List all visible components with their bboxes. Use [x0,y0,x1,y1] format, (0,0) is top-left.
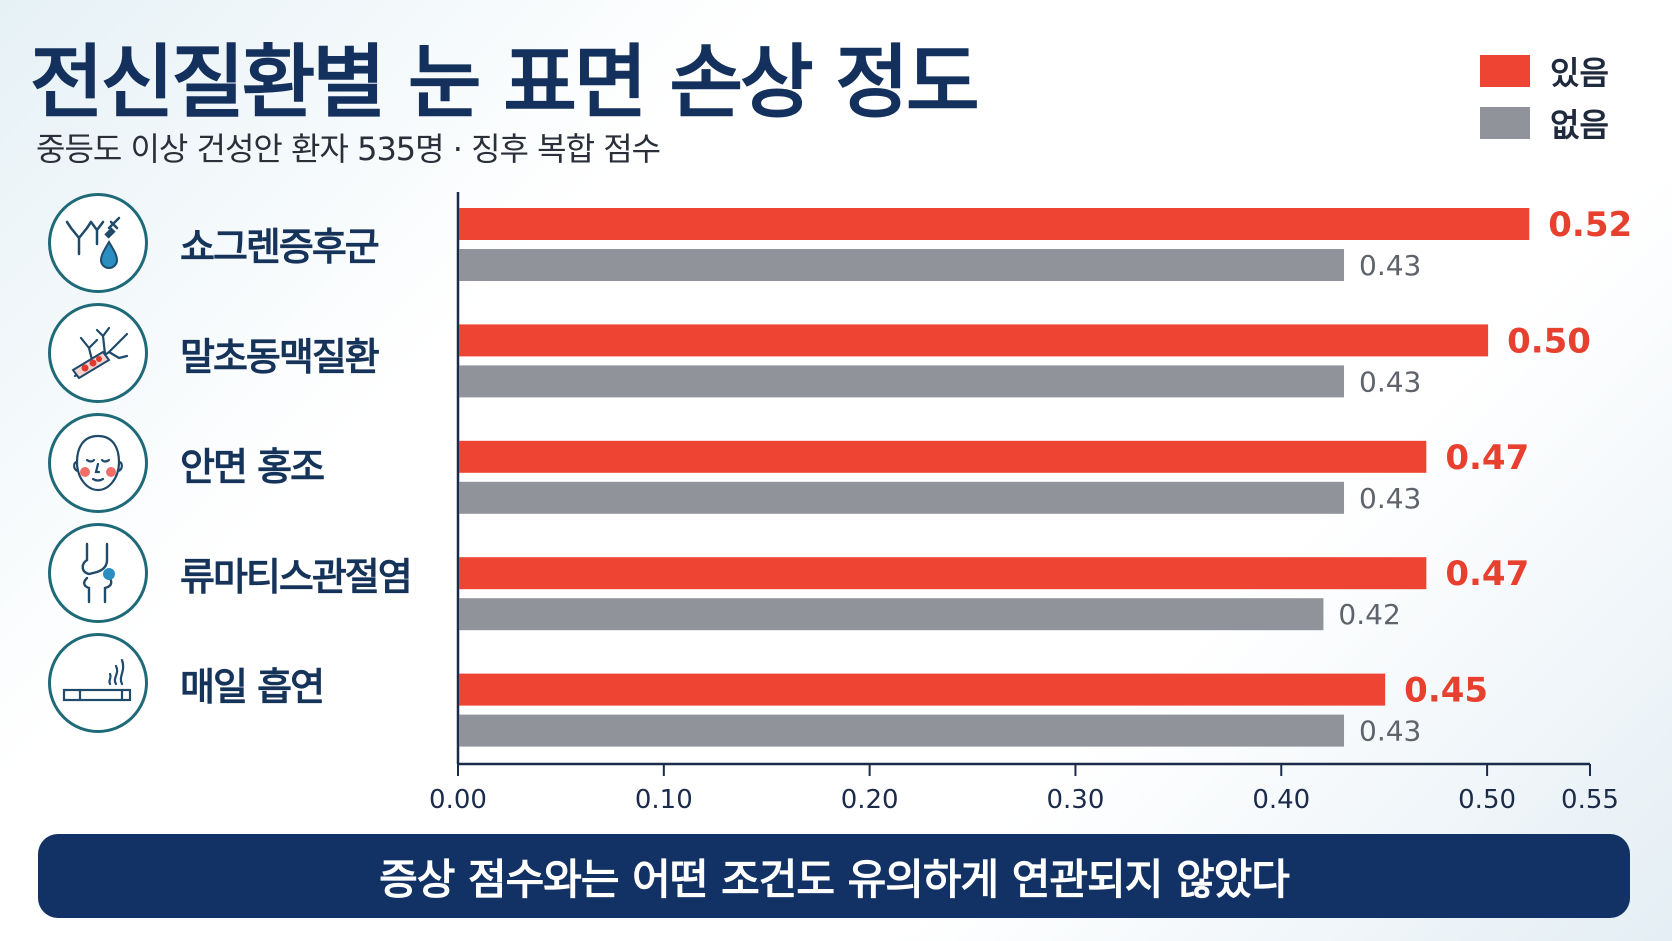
bar-present [459,208,1530,240]
chart-subtitle: 중등도 이상 건성안 환자 535명 · 징후 복합 점수 [36,130,661,168]
legend-swatch-present [1480,55,1530,87]
data-label-present: 0.45 [1404,671,1488,711]
condition-label-smoking: 매일 흡연 [180,664,325,709]
blood-vessel-icon [48,303,148,403]
condition-label-pad: 말초동맥질환 [180,334,380,379]
chart-title: 전신질환별 눈 표면 손상 정도 [30,36,980,129]
condition-label-sjogren: 쇼그렌증후군 [180,224,380,269]
bar-absent [459,714,1345,747]
bar-absent [459,598,1324,631]
x-tick-label: 0.10 [635,785,693,815]
data-label-absent: 0.43 [1359,365,1421,398]
condition-row-smoking: 매일 흡연 [48,628,448,738]
footnote-text: 증상 점수와는 어떤 조건도 유의하게 연관되지 않았다 [379,854,1290,904]
data-label-present: 0.47 [1445,554,1529,594]
condition-label-ra: 류마티스관절염 [180,554,413,599]
legend-item-absent: 없음 [1480,97,1609,149]
legend-label-absent: 없음 [1550,106,1609,144]
x-tick-label: 0.20 [841,785,899,815]
legend-item-present: 있음 [1480,45,1609,97]
condition-row-ra: 류마티스관절염 [48,518,448,628]
condition-label-rosacea: 안면 홍조 [180,444,325,489]
legend: 있음 없음 [1480,45,1609,149]
bar-absent [459,249,1345,281]
x-tick-label: 0.55 [1561,785,1619,815]
cigarette-icon [48,633,148,733]
flushed-face-icon [48,413,148,513]
bar-chart: 0.00 0.10 0.20 0.30 0.40 0.50 0.55 0.52 0.43 0.50… [429,192,1632,815]
legend-swatch-absent [1480,107,1530,139]
data-label-absent: 0.43 [1359,715,1421,748]
x-tick-label: 0.50 [1458,785,1516,815]
data-label-present: 0.52 [1548,205,1632,245]
x-tick-label: 0.30 [1047,785,1105,815]
x-tick-label: 0.40 [1252,785,1310,815]
bar-absent [459,365,1345,398]
legend-label-present: 있음 [1550,54,1609,92]
bar-present [459,440,1427,473]
antibody-eye-drop-icon [48,193,148,293]
knee-joint-icon [48,523,148,623]
data-label-present: 0.50 [1507,321,1591,361]
bar-absent [459,481,1345,514]
bar-present [459,324,1489,357]
data-label-absent: 0.43 [1359,249,1421,282]
footnote-banner: 증상 점수와는 어떤 조건도 유의하게 연관되지 않았다 [38,834,1630,918]
condition-row-sjogren: 쇼그렌증후군 [48,188,448,298]
bar-present [459,557,1427,590]
data-label-present: 0.47 [1445,438,1529,478]
data-label-absent: 0.42 [1338,598,1400,631]
condition-row-rosacea: 안면 홍조 [48,408,448,518]
condition-row-pad: 말초동맥질환 [48,298,448,408]
bar-present [459,673,1386,706]
data-label-absent: 0.43 [1359,482,1421,515]
x-tick-label: 0.00 [429,785,487,815]
